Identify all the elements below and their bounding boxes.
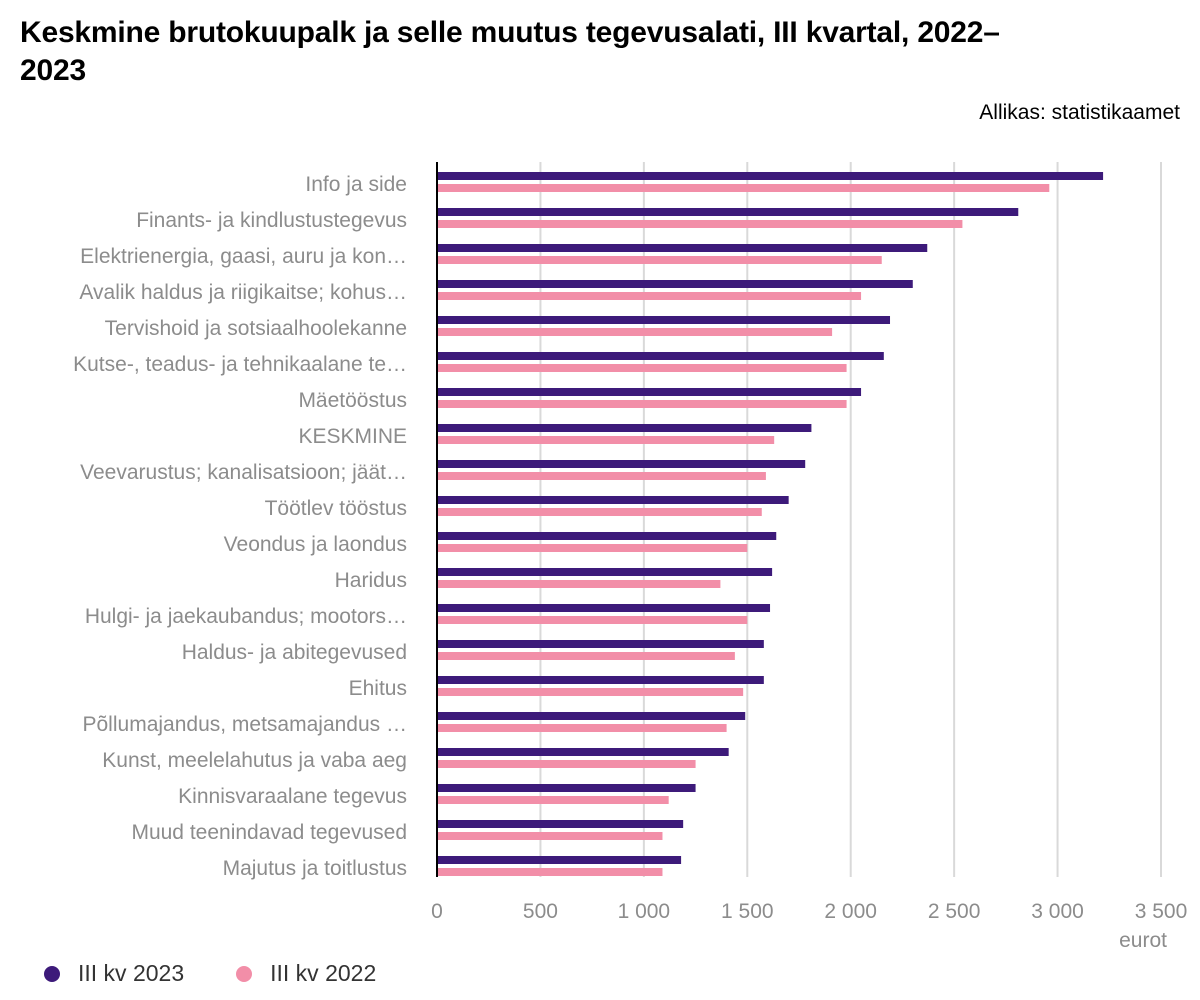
- bar-2023: [437, 424, 812, 432]
- category-label: Põllumajandus, metsamajandus …: [83, 713, 408, 736]
- x-tick-labels: 0 500 1 000 1 500 2 000 2 500 3 000 3 500: [431, 900, 1187, 923]
- grid-lines: [539, 162, 1162, 877]
- category-label: Elektrienergia, gaasi, auru ja kon…: [80, 245, 407, 268]
- bar-2022: [437, 292, 862, 300]
- legend-label-2022: III kv 2022: [270, 960, 377, 986]
- bar-2023: [437, 460, 806, 468]
- bar-2023: [437, 172, 1104, 180]
- category-labels: Info ja side Finants- ja kindlustustegevu…: [73, 173, 407, 880]
- bar-2023: [437, 820, 684, 828]
- bar-2023: [437, 712, 746, 720]
- category-label: Kunst, meelelahutus ja vaba aeg: [102, 749, 407, 772]
- bar-2022: [437, 724, 727, 732]
- bar-2022: [437, 832, 663, 840]
- x-tick-label: 1 500: [721, 900, 774, 923]
- category-label: Haridus: [335, 569, 407, 592]
- source-note: Allikas: statistikaamet: [979, 101, 1180, 124]
- bar-2022: [437, 760, 696, 768]
- category-label: Kinnisvaraalane tegevus: [178, 785, 407, 808]
- x-tick-label: 0: [431, 900, 443, 923]
- legend-label-2023: III kv 2023: [78, 960, 185, 986]
- bar-2023: [437, 244, 928, 252]
- bar-2023: [437, 316, 891, 324]
- x-tick-label: 500: [523, 900, 558, 923]
- bar-2022: [437, 868, 663, 876]
- bar-2022: [437, 436, 775, 444]
- category-label: Haldus- ja abitegevused: [182, 641, 407, 664]
- legend-item-2023: III kv 2023: [44, 960, 184, 987]
- bar-2022: [437, 220, 963, 228]
- bar-2022: [437, 256, 882, 264]
- x-tick-label: 3 500: [1135, 900, 1188, 923]
- category-label: Info ja side: [305, 173, 407, 196]
- bar-2023: [437, 568, 773, 576]
- category-label: Mäetööstus: [298, 389, 407, 412]
- legend: III kv 2023 III kv 2022: [44, 960, 428, 987]
- bar-2023: [437, 748, 729, 756]
- bar-2023: [437, 352, 884, 360]
- legend-dot-2022: [236, 965, 253, 982]
- bar-2023: [437, 640, 764, 648]
- category-label: Muud teenindavad tegevused: [131, 821, 407, 844]
- bar-2022: [437, 796, 669, 804]
- bar-2022: [437, 652, 735, 660]
- bar-2022: [437, 184, 1050, 192]
- bar-2022: [437, 364, 847, 372]
- bar-2023: [437, 496, 789, 504]
- bars: [437, 172, 1104, 876]
- bar-2023: [437, 784, 696, 792]
- chart-title: Keskmine brutokuupalk ja selle muutus te…: [20, 16, 1000, 87]
- bar-2023: [437, 532, 777, 540]
- bar-2022: [437, 472, 766, 480]
- x-unit-label: eurot: [1119, 929, 1167, 952]
- bar-2022: [437, 400, 847, 408]
- x-tick-label: 2 500: [928, 900, 981, 923]
- category-label: KESKMINE: [298, 425, 407, 448]
- bar-2023: [437, 856, 682, 864]
- bar-2022: [437, 616, 748, 624]
- x-tick-label: 3 000: [1031, 900, 1084, 923]
- category-label: Veevarustus; kanalisatsioon; jäät…: [80, 461, 407, 484]
- bar-2022: [437, 688, 744, 696]
- bar-2023: [437, 604, 771, 612]
- bar-2023: [437, 280, 913, 288]
- bar-2022: [437, 580, 721, 588]
- legend-dot-2023: [44, 965, 60, 982]
- category-label: Ehitus: [349, 677, 407, 700]
- category-label: Kutse-, teadus- ja tehnikaalane te…: [73, 353, 407, 376]
- bar-2023: [437, 388, 862, 396]
- category-label: Avalik haldus ja riigikaitse; kohus…: [79, 281, 407, 304]
- bar-2023: [437, 676, 764, 684]
- bar-2022: [437, 508, 762, 516]
- bar-2022: [437, 328, 833, 336]
- category-label: Töötlev tööstus: [265, 497, 407, 520]
- category-label: Hulgi- ja jaekaubandus; mootors…: [85, 605, 407, 628]
- bar-2022: [437, 544, 748, 552]
- bar-2023: [437, 208, 1019, 216]
- x-tick-label: 1 000: [618, 900, 671, 923]
- category-label: Tervishoid ja sotsiaalhoolekanne: [105, 317, 407, 340]
- category-label: Finants- ja kindlustustegevus: [136, 209, 407, 232]
- x-tick-label: 2 000: [824, 900, 877, 923]
- legend-item-2022: III kv 2022: [236, 960, 376, 987]
- category-label: Veondus ja laondus: [224, 533, 407, 556]
- category-label: Majutus ja toitlustus: [223, 857, 407, 880]
